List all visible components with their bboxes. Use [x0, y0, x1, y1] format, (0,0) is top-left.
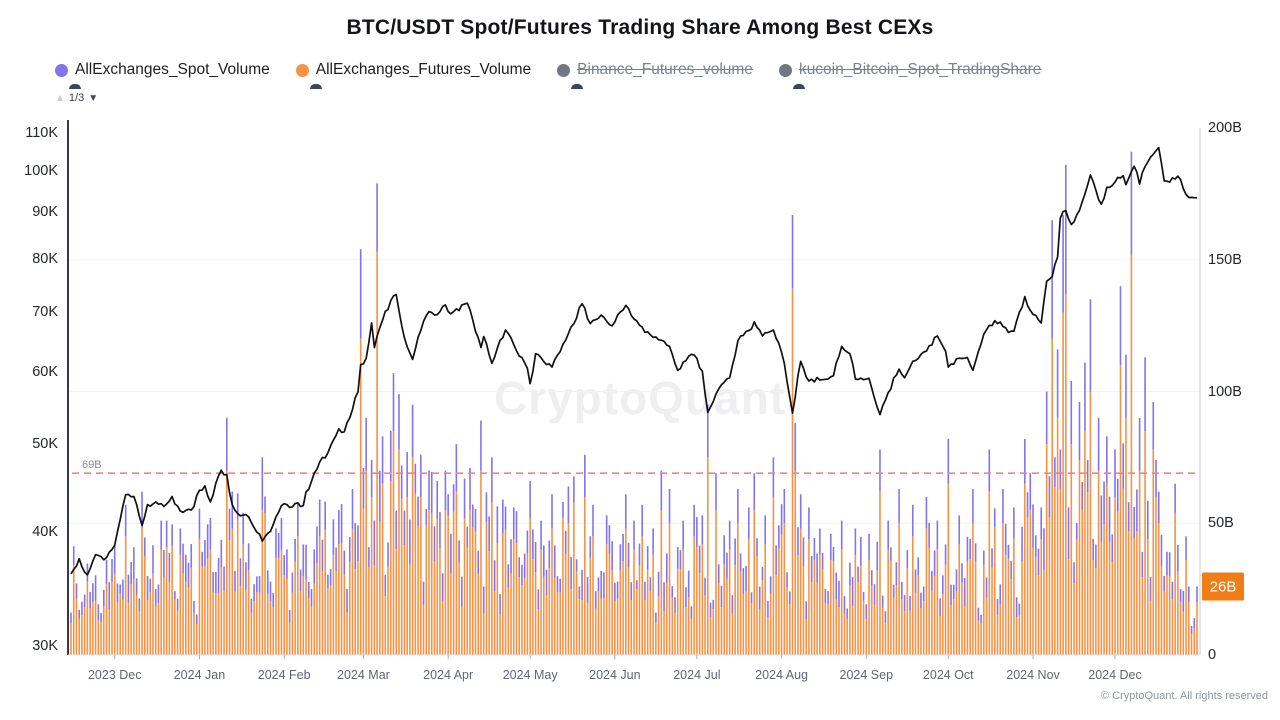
legend-item-0[interactable]: AllExchanges_Spot_Volume: [55, 61, 270, 89]
left-axis-tick-label: 40K: [32, 524, 58, 541]
legend-dome-icon: [309, 84, 322, 89]
legend: AllExchanges_Spot_Volume AllExchanges_Fut…: [55, 61, 1041, 89]
left-axis-tick-label: 100K: [24, 162, 58, 179]
legend-swatch-icon: [557, 63, 571, 77]
right-axis-tick-label: 150B: [1208, 251, 1242, 268]
x-axis-month-label: 2024 Apr: [423, 668, 474, 682]
legend-dome-icon: [69, 84, 81, 89]
right-axis-tick-label: 0: [1208, 647, 1217, 663]
month-tick-marks: [114, 655, 1116, 659]
legend-swatch-icon: [295, 63, 309, 77]
left-axis-tick-label: 80K: [32, 250, 58, 267]
legend-item-label: Binance_Futures_volume: [577, 61, 753, 78]
x-axis-month-label: 2024 May: [502, 668, 558, 682]
legend-item-3[interactable]: kucoin_Bitcoin_Spot_TradingShare: [778, 61, 1042, 89]
x-axis-month-label: 2024 Sep: [839, 668, 894, 682]
legend-swatch-icon: [55, 63, 68, 77]
last-value-badge: [1202, 572, 1244, 601]
x-axis-month-label: 2024 Dec: [1088, 668, 1142, 682]
threshold-label: 69B: [82, 459, 102, 471]
legend-page-down-icon[interactable]: ▼: [88, 92, 99, 104]
legend-dome-icon: [571, 84, 584, 89]
legend-swatch-icon: [778, 63, 792, 77]
legend-page-up-icon[interactable]: ▲: [55, 92, 65, 104]
left-axis-tick-label: 30K: [32, 637, 58, 654]
legend-page-indicator: 1/3: [68, 92, 85, 104]
legend-item-label: AllExchanges_Futures_Volume: [315, 61, 532, 78]
legend-dome-icon: [792, 84, 805, 89]
x-axis-month-label: 2023 Dec: [87, 668, 142, 682]
x-axis-month-label: 2024 Aug: [755, 668, 808, 682]
footer-copyright: © CryptoQuant. All rights reserved: [1100, 690, 1268, 702]
price-line: [70, 146, 1198, 576]
x-axis-month-label: 2024 Jun: [589, 668, 641, 682]
left-axis-tick-label: 50K: [32, 436, 58, 453]
left-axis-tick-label: 110K: [25, 125, 58, 142]
x-axis-month-label: 2024 Jan: [173, 668, 226, 682]
right-axis-tick-label: 50B: [1208, 515, 1234, 532]
legend-pagination: ▲ 1/3 ▼: [55, 92, 98, 104]
right-axis-tick-label: 200B: [1208, 120, 1242, 136]
x-axis-month-label: 2024 Jul: [673, 668, 721, 682]
chart-title: BTC/USDT Spot/Futures Trading Share Amon…: [346, 16, 934, 39]
left-axis-tick-label: 60K: [32, 364, 58, 381]
last-value-badge-label: 26B: [1210, 578, 1237, 595]
x-axis-month-label: 2024 Oct: [922, 668, 974, 682]
x-axis-month-label: 2024 Nov: [1006, 668, 1060, 682]
legend-item-label: kucoin_Bitcoin_Spot_TradingShare: [798, 61, 1042, 78]
left-axis-tick-label: 70K: [32, 303, 58, 320]
x-axis-month-label: 2024 Mar: [337, 668, 390, 682]
left-axis-tick-label: 90K: [32, 204, 58, 221]
right-axis-tick-label: 100B: [1208, 383, 1242, 400]
legend-item-label: AllExchanges_Spot_Volume: [75, 61, 270, 78]
volume-bars: [70, 151, 1198, 656]
legend-item-2[interactable]: Binance_Futures_volume: [557, 61, 753, 89]
legend-item-1[interactable]: AllExchanges_Futures_Volume: [295, 61, 532, 89]
x-axis-month-label: 2024 Feb: [257, 668, 311, 682]
